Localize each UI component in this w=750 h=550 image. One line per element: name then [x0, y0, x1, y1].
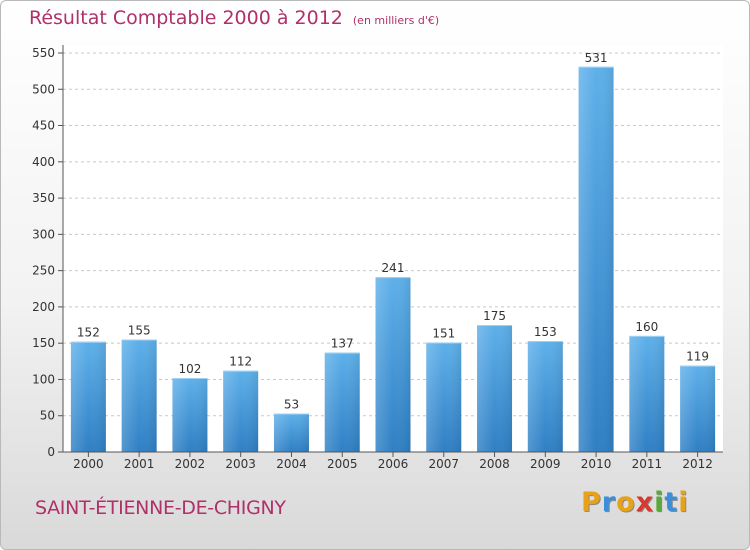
chart-subtitle: (en milliers d'€)	[352, 14, 440, 27]
logo-letter: i	[678, 487, 689, 518]
x-tick-label: 2011	[632, 457, 663, 471]
proxiti-logo: Proxiti	[581, 487, 689, 518]
bar-shade	[375, 277, 411, 452]
chart-title-text: Résultat Comptable 2000 à 2012	[29, 7, 343, 29]
bar-value-label: 153	[534, 325, 557, 339]
x-tick-label: 2001	[124, 457, 155, 471]
bar-shade	[273, 413, 309, 452]
bar-shade	[680, 365, 716, 452]
x-tick-label: 2008	[479, 457, 510, 471]
bar-value-label: 112	[229, 355, 252, 369]
x-tick-label: 2002	[175, 457, 206, 471]
commune-name: SAINT-ÉTIENNE-DE-CHIGNY	[35, 497, 286, 519]
y-tick-label: 300	[32, 227, 55, 241]
y-tick-label: 0	[47, 445, 55, 459]
bar-value-label: 155	[128, 324, 151, 338]
bar-shade	[121, 339, 157, 452]
bar-value-label: 160	[635, 320, 658, 334]
bar-shade	[172, 378, 208, 452]
bar-value-label: 241	[382, 261, 405, 275]
x-tick-label: 2009	[530, 457, 561, 471]
logo-letter: P	[581, 487, 602, 518]
x-tick-label: 2012	[682, 457, 713, 471]
bar-value-label: 119	[686, 350, 709, 364]
logo-letter: o	[616, 487, 636, 518]
y-tick-label: 200	[32, 300, 55, 314]
chart-title: Résultat Comptable 2000 à 2012 (en millie…	[29, 7, 439, 29]
logo-letter: t	[664, 487, 679, 518]
bar-value-label: 102	[178, 362, 201, 376]
bar-value-label: 152	[77, 326, 100, 340]
bar-shade	[477, 325, 513, 452]
bar-shade	[527, 341, 563, 452]
bar-value-label: 175	[483, 309, 506, 323]
logo-letter: r	[601, 487, 617, 518]
bar-shade	[578, 66, 614, 453]
x-tick-label: 2006	[378, 457, 409, 471]
bar-shade	[426, 342, 462, 452]
x-tick-label: 2004	[276, 457, 307, 471]
bar-shade	[324, 352, 360, 452]
bar-shade	[70, 341, 106, 452]
x-tick-label: 2000	[73, 457, 104, 471]
logo-letter: x	[635, 487, 655, 518]
bar-value-label: 151	[432, 326, 455, 340]
bar-shade	[629, 335, 665, 452]
bar-value-label: 531	[585, 51, 608, 65]
y-tick-label: 400	[32, 155, 55, 169]
x-tick-label: 2005	[327, 457, 358, 471]
y-tick-label: 500	[32, 82, 55, 96]
bar-value-label: 53	[284, 398, 299, 412]
x-tick-label: 2010	[581, 457, 612, 471]
y-tick-label: 350	[32, 191, 55, 205]
y-tick-label: 150	[32, 336, 55, 350]
y-tick-label: 100	[32, 372, 55, 386]
x-tick-label: 2003	[225, 457, 256, 471]
y-tick-label: 50	[40, 409, 55, 423]
logo-letter: i	[654, 487, 665, 518]
bar-value-label: 137	[331, 337, 354, 351]
bar-shade	[223, 370, 259, 452]
y-tick-label: 250	[32, 264, 55, 278]
x-tick-label: 2007	[428, 457, 459, 471]
y-tick-label: 450	[32, 119, 55, 133]
y-tick-label: 550	[32, 46, 55, 60]
